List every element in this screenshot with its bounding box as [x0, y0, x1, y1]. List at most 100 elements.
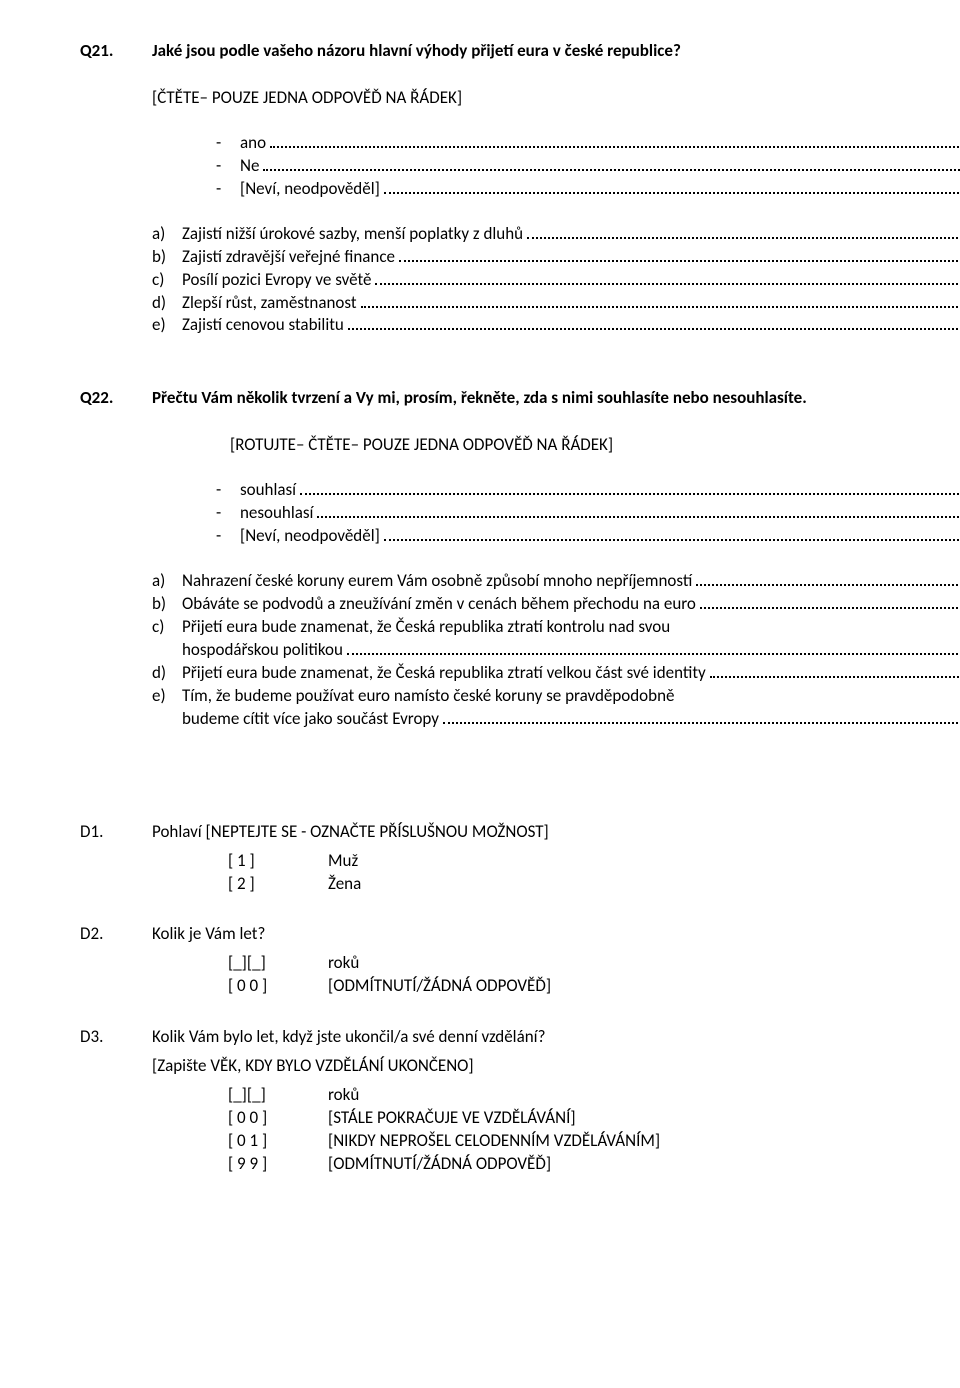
answer-text: Zajistí zdravější veřejné finance	[182, 246, 395, 269]
d3-options: [_][_] roků [ 0 0 ] [STÁLE POKRAČUJE VE …	[228, 1084, 960, 1176]
q22-text: Přečtu Vám několik tvrzení a Vy mi, pros…	[152, 387, 960, 410]
option-code: [ 0 0 ]	[228, 975, 328, 998]
option-code: [ 9 9 ]	[228, 1153, 328, 1176]
d3-option: [ 0 1 ] [NIKDY NEPROŠEL CELODENNÍM VZDĚL…	[228, 1130, 960, 1153]
answer-letter: a)	[152, 223, 182, 246]
answer-text-cont: budeme cítit více jako součást Evropy	[182, 708, 439, 731]
d2-option: [ 0 0 ] [ODMÍTNUTÍ/ŽÁDNÁ ODPOVĚĎ]	[228, 975, 960, 998]
option-code: [ 0 1 ]	[228, 1130, 328, 1153]
dash: -	[216, 479, 240, 502]
q21-option: - [Neví, neodpověděl] 9	[216, 178, 960, 201]
option-label: [STÁLE POKRAČUJE VE VZDĚLÁVÁNÍ]	[328, 1107, 576, 1130]
option-code: [_][_]	[228, 1084, 328, 1107]
q21-text: Jaké jsou podle vašeho názoru hlavní výh…	[152, 40, 960, 63]
leader-dots	[375, 269, 960, 285]
q22-answers: a) Nahrazení české koruny eurem Vám osob…	[152, 570, 960, 731]
answer-row: c) Posílí pozici Evropy ve světě 1 2 9	[152, 269, 960, 292]
option-label: ano	[240, 132, 266, 155]
leader-dots	[270, 132, 960, 148]
d2-header: D2. Kolik je Vám let?	[80, 923, 960, 946]
q22-header: Q22. Přečtu Vám několik tvrzení a Vy mi,…	[80, 387, 960, 410]
option-label: souhlasí	[240, 479, 296, 502]
answer-text: Přijetí eura bude znamenat, že Česká rep…	[182, 662, 706, 685]
q21-header: Q21. Jaké jsou podle vašeho názoru hlavn…	[80, 40, 960, 63]
dash: -	[216, 132, 240, 155]
dash: -	[216, 155, 240, 178]
d1-number: D1.	[80, 821, 152, 844]
leader-dots	[361, 292, 960, 308]
d1-text: Pohlaví [NEPTEJTE SE - OZNAČTE PŘÍSLUŠNO…	[152, 821, 960, 844]
answer-text: Přijetí eura bude znamenat, že Česká rep…	[182, 616, 670, 639]
question-d1: D1. Pohlaví [NEPTEJTE SE - OZNAČTE PŘÍSL…	[80, 821, 960, 896]
option-label: roků	[328, 952, 359, 975]
answer-letter: d)	[152, 292, 182, 315]
answer-letter: e)	[152, 314, 182, 337]
option-label: [NIKDY NEPROŠEL CELODENNÍM VZDĚLÁVÁNÍM]	[328, 1130, 660, 1153]
q21-option: - ano 1	[216, 132, 960, 155]
answer-row: b) Zajistí zdravější veřejné finance 1 2…	[152, 246, 960, 269]
answer-text: Zajistí cenovou stabilitu	[182, 314, 344, 337]
answer-text: Obáváte se podvodů a zneužívání změn v c…	[182, 593, 696, 616]
d1-options: [ 1 ] Muž [ 2 ] Žena	[228, 850, 960, 896]
leader-dots	[300, 480, 960, 496]
dash: -	[216, 178, 240, 201]
d3-header: D3. Kolik Vám bylo let, když jste ukonči…	[80, 1026, 960, 1049]
answer-letter: a)	[152, 570, 182, 593]
answer-text: Tím, že budeme používat euro namísto čes…	[182, 685, 674, 708]
answer-text-cont: hospodářskou politikou	[182, 639, 343, 662]
answer-row: c) Přijetí eura bude znamenat, že Česká …	[152, 616, 960, 662]
dash: -	[216, 525, 240, 548]
answer-row: d) Přijetí eura bude znamenat, že Česká …	[152, 662, 960, 685]
q22-option: - souhlasí 1	[216, 479, 960, 502]
option-label: [ODMÍTNUTÍ/ŽÁDNÁ ODPOVĚĎ]	[328, 1153, 551, 1176]
option-label: Muž	[328, 850, 358, 873]
d2-number: D2.	[80, 923, 152, 946]
question-q22: Q22. Přečtu Vám několik tvrzení a Vy mi,…	[80, 387, 960, 730]
d3-option: [_][_] roků	[228, 1084, 960, 1107]
leader-dots	[384, 178, 960, 194]
d1-header: D1. Pohlaví [NEPTEJTE SE - OZNAČTE PŘÍSL…	[80, 821, 960, 844]
leader-dots	[348, 315, 960, 331]
answer-text: Zlepší růst, zaměstnanost	[182, 292, 357, 315]
answer-letter: c)	[152, 269, 182, 292]
d2-option: [_][_] roků	[228, 952, 960, 975]
answer-row: d) Zlepší růst, zaměstnanost 1 2 9	[152, 292, 960, 315]
q21-options: - ano 1 - Ne 2 - [Neví, neodpověděl] 9	[216, 132, 960, 201]
answer-row: e) Zajistí cenovou stabilitu 1 2 9	[152, 314, 960, 337]
q22-instruction: [ROTUJTE– ČTĚTE– POUZE JEDNA ODPOVĚĎ NA …	[230, 434, 960, 457]
q22-options: - souhlasí 1 - nesouhlasí 2 - [Neví, neo…	[216, 479, 960, 548]
option-code: [_][_]	[228, 952, 328, 975]
answer-letter: d)	[152, 662, 182, 685]
option-code: [ 2 ]	[228, 873, 328, 896]
leader-dots	[347, 639, 960, 655]
leader-dots	[700, 593, 960, 609]
answer-letter: b)	[152, 246, 182, 269]
leader-dots	[710, 662, 960, 678]
answer-text: Nahrazení české koruny eurem Vám osobně …	[182, 570, 692, 593]
option-code: [ 0 0 ]	[228, 1107, 328, 1130]
answer-text: Zajistí nižší úrokové sazby, menší popla…	[182, 223, 523, 246]
leader-dots	[317, 503, 960, 519]
option-label: Ne	[240, 155, 259, 178]
d3-option: [ 0 0 ] [STÁLE POKRAČUJE VE VZDĚLÁVÁNÍ]	[228, 1107, 960, 1130]
answer-row: b) Obáváte se podvodů a zneužívání změn …	[152, 593, 960, 616]
option-label: roků	[328, 1084, 359, 1107]
q22-option: - nesouhlasí 2	[216, 502, 960, 525]
question-d3: D3. Kolik Vám bylo let, když jste ukonči…	[80, 1026, 960, 1176]
question-d2: D2. Kolik je Vám let? [_][_] roků [ 0 0 …	[80, 923, 960, 998]
answer-text: Posílí pozici Evropy ve světě	[182, 269, 371, 292]
leader-dots	[527, 223, 960, 239]
option-label: nesouhlasí	[240, 502, 313, 525]
q22-option: - [Neví, neodpověděl] 9	[216, 525, 960, 548]
option-label: Žena	[328, 873, 361, 896]
d3-instruction: [Zapište VĚK, KDY BYLO VZDĚLÁNÍ UKONČENO…	[152, 1055, 960, 1078]
d3-option: [ 9 9 ] [ODMÍTNUTÍ/ŽÁDNÁ ODPOVĚĎ]	[228, 1153, 960, 1176]
option-label: [ODMÍTNUTÍ/ŽÁDNÁ ODPOVĚĎ]	[328, 975, 551, 998]
leader-dots	[399, 246, 960, 262]
leader-dots	[443, 708, 960, 724]
d3-text: Kolik Vám bylo let, když jste ukončil/a …	[152, 1026, 960, 1049]
leader-dots	[263, 155, 960, 171]
q22-number: Q22.	[80, 387, 152, 410]
option-code: [ 1 ]	[228, 850, 328, 873]
d2-text: Kolik je Vám let?	[152, 923, 960, 946]
